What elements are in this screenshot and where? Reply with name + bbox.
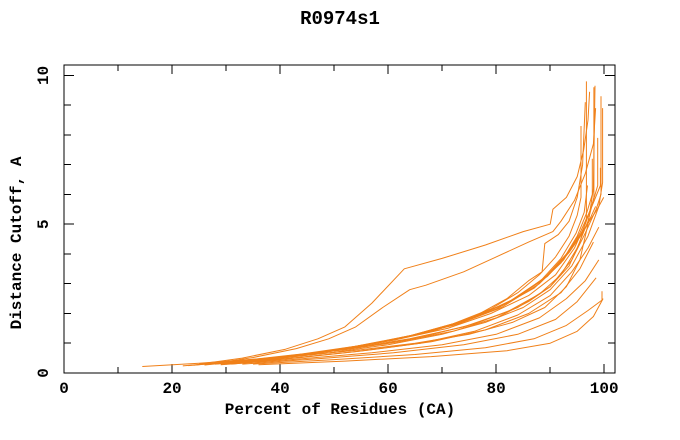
- model-curve: [220, 108, 604, 365]
- x-axis-label: Percent of Residues (CA): [225, 401, 455, 419]
- model-curve: [231, 158, 593, 364]
- plot-box: [63, 64, 616, 374]
- x-tick-label: 60: [379, 380, 398, 398]
- model-curve: [209, 108, 597, 365]
- y-tick-label: 5: [35, 219, 53, 229]
- model-curve: [242, 277, 597, 365]
- model-curve: [258, 298, 604, 366]
- x-tick-label: 20: [162, 380, 181, 398]
- model-curve: [204, 185, 588, 366]
- model-curves: [142, 81, 605, 367]
- x-tick-label: 80: [487, 380, 506, 398]
- axis-tick-labels: 0 20 40 60 80 100 0 5 10: [35, 66, 619, 398]
- plot-title: R0974s1: [300, 8, 380, 30]
- model-curve: [253, 291, 603, 365]
- model-curve: [188, 87, 595, 367]
- x-tick-label: 40: [270, 380, 289, 398]
- model-curve: [247, 218, 591, 363]
- model-curve: [226, 137, 599, 364]
- model-curve: [220, 259, 600, 366]
- x-tick-label: 0: [59, 380, 69, 398]
- model-curve: [193, 126, 582, 366]
- axis-ticks: [63, 65, 615, 374]
- model-curve: [231, 241, 594, 365]
- model-curve: [142, 85, 596, 367]
- plot-frame: [63, 64, 616, 374]
- model-curve: [198, 91, 591, 365]
- y-tick-label: 0: [35, 368, 53, 378]
- y-tick-label: 10: [35, 66, 53, 85]
- x-tick-label: 100: [590, 380, 619, 398]
- y-axis-label: Distance Cutoff, A: [8, 156, 26, 329]
- model-curve: [215, 102, 586, 365]
